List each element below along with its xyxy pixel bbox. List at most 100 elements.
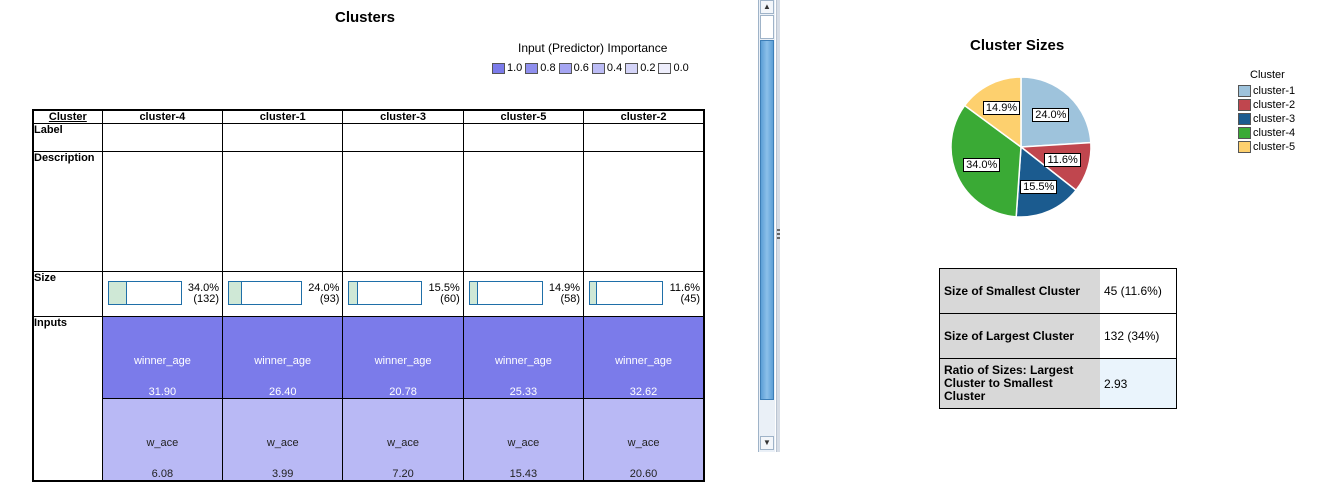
cluster-legend-item: cluster-3 — [1238, 112, 1295, 126]
cluster-column-header[interactable]: cluster-4 — [101, 109, 224, 124]
label-cell[interactable] — [583, 123, 705, 152]
description-cell[interactable] — [342, 151, 464, 272]
summary-row: Ratio of Sizes: Largest Cluster to Small… — [939, 358, 1177, 409]
feature-cell[interactable]: w_ace 3.99 — [222, 398, 344, 482]
feature-name: w_ace — [146, 437, 179, 449]
corner-header[interactable]: Cluster — [32, 109, 103, 124]
cluster-sizes-panel: Cluster Sizes 24.0% 11.6% 15.5% 34.0% 14.9% … — [780, 0, 1338, 452]
feature-name: w_ace — [627, 437, 660, 449]
summary-key: Size of Smallest Cluster — [939, 268, 1100, 314]
cluster-column-header[interactable]: cluster-5 — [462, 109, 585, 124]
feature-value: 3.99 — [272, 468, 294, 480]
feature-name: w_ace — [266, 437, 299, 449]
feature-cell[interactable]: w_ace 20.60 — [583, 398, 705, 482]
vertical-scrollbar[interactable]: ▲ ▼ — [758, 0, 775, 452]
label-cell[interactable] — [342, 123, 464, 152]
feature-cell[interactable]: w_ace 6.08 — [101, 398, 224, 482]
splitter-grip-icon — [777, 233, 780, 235]
feature-name: winner_age — [133, 355, 191, 367]
size-row: Size 34.0% (132) 24.0% (93) 15.5% (60) 14.9… — [32, 271, 705, 317]
importance-swatch — [525, 62, 539, 74]
size-row-header: Size — [32, 271, 103, 317]
feature-cell[interactable]: winner_age 31.90 — [101, 316, 224, 399]
panel-splitter[interactable] — [776, 0, 780, 452]
scrollbar-track[interactable] — [760, 15, 774, 39]
feature-value: 26.40 — [268, 386, 297, 398]
cluster-legend: Cluster cluster-1 cluster-2 cluster-3 clust… — [1238, 68, 1295, 154]
importance-swatch — [492, 62, 505, 74]
legend-label: cluster-5 — [1253, 141, 1296, 153]
label-cell[interactable] — [462, 123, 585, 152]
label-row: Label — [32, 123, 705, 152]
label-cell[interactable] — [101, 123, 224, 152]
legend-swatch — [1238, 113, 1251, 125]
summary-value: 132 (34%) — [1100, 313, 1177, 359]
feature-cell[interactable]: winner_age 20.78 — [342, 316, 464, 399]
size-bar-fill — [590, 282, 597, 304]
size-bar — [348, 281, 423, 305]
legend-swatch — [1238, 141, 1251, 153]
splitter-grip-icon — [777, 237, 780, 239]
cluster-sizes-title: Cluster Sizes — [970, 37, 1065, 54]
size-percent: 34.0% — [187, 282, 220, 294]
feature-value: 15.43 — [509, 468, 538, 480]
legend-swatch — [1238, 99, 1251, 111]
size-bar-fill — [349, 282, 359, 304]
pie-slice-label: 14.9% — [982, 101, 1021, 116]
splitter-grip-icon — [777, 229, 780, 231]
feature-value: 20.60 — [629, 468, 658, 480]
description-cell[interactable] — [462, 151, 585, 272]
cluster-column-header[interactable]: cluster-2 — [583, 109, 705, 124]
description-cell[interactable] — [583, 151, 705, 272]
description-row: Description — [32, 151, 705, 272]
feature-name: winner_age — [374, 355, 432, 367]
importance-swatch — [591, 62, 605, 74]
cluster-legend-item: cluster-5 — [1238, 140, 1295, 154]
cluster-legend-item: cluster-1 — [1238, 84, 1295, 98]
size-cell: 11.6% (45) — [583, 271, 705, 317]
description-row-header: Description — [32, 151, 103, 272]
size-cell: 34.0% (132) — [101, 271, 224, 317]
summary-row: Size of Smallest Cluster 45 (11.6%) — [939, 268, 1177, 314]
size-cell: 15.5% (60) — [342, 271, 464, 317]
feature-value: 20.78 — [389, 386, 417, 398]
importance-legend-label: 0.0 — [673, 62, 689, 74]
size-percent: 11.6% — [669, 282, 700, 294]
size-bar-fill — [108, 282, 127, 304]
feature-cell[interactable]: winner_age 32.62 — [583, 316, 705, 399]
feature-cell[interactable]: winner_age 26.40 — [222, 316, 344, 399]
size-bar — [589, 281, 664, 305]
feature-cell[interactable]: w_ace 15.43 — [462, 398, 585, 482]
size-bar-fill — [469, 282, 479, 304]
table-header-row: Cluster cluster-4 cluster-1 cluster-3 cl… — [32, 109, 705, 124]
description-cell[interactable] — [222, 151, 344, 272]
cluster-column-header[interactable]: cluster-3 — [342, 109, 464, 124]
legend-swatch — [1238, 127, 1251, 139]
legend-label: cluster-2 — [1253, 99, 1296, 111]
clusters-title: Clusters — [335, 9, 396, 26]
label-cell[interactable] — [222, 123, 344, 152]
size-percent: 15.5% — [428, 282, 460, 294]
feature-value: 6.08 — [151, 468, 174, 480]
scroll-down-arrow-icon[interactable]: ▼ — [760, 436, 774, 450]
pie-slice-label: 15.5% — [1020, 179, 1058, 194]
size-cell: 24.0% (93) — [222, 271, 344, 317]
description-cell[interactable] — [101, 151, 224, 272]
scroll-up-arrow-icon[interactable]: ▲ — [760, 0, 774, 14]
feature-value: 25.33 — [509, 386, 538, 398]
cluster-summary-table: Size of Smallest Cluster 45 (11.6%) Size… — [939, 268, 1177, 409]
legend-swatch — [1238, 85, 1251, 97]
feature-cell[interactable]: w_ace 7.20 — [342, 398, 464, 482]
feature-name: winner_age — [254, 355, 312, 367]
size-percent: 14.9% — [548, 282, 581, 294]
size-bar — [228, 281, 303, 305]
feature-name: w_ace — [507, 437, 540, 449]
feature-value: 32.62 — [629, 386, 658, 398]
scrollbar-thumb[interactable] — [760, 40, 774, 400]
size-count: (60) — [440, 293, 460, 305]
clusters-panel: Clusters Input (Predictor) Importance 1.… — [32, 9, 705, 482]
feature-cell[interactable]: winner_age 25.33 — [462, 316, 585, 399]
cluster-column-header[interactable]: cluster-1 — [222, 109, 344, 124]
importance-swatch — [658, 62, 672, 74]
input-row-winner-age: Inputs winner_age 31.90 winner_age 26.40 w… — [32, 316, 705, 482]
